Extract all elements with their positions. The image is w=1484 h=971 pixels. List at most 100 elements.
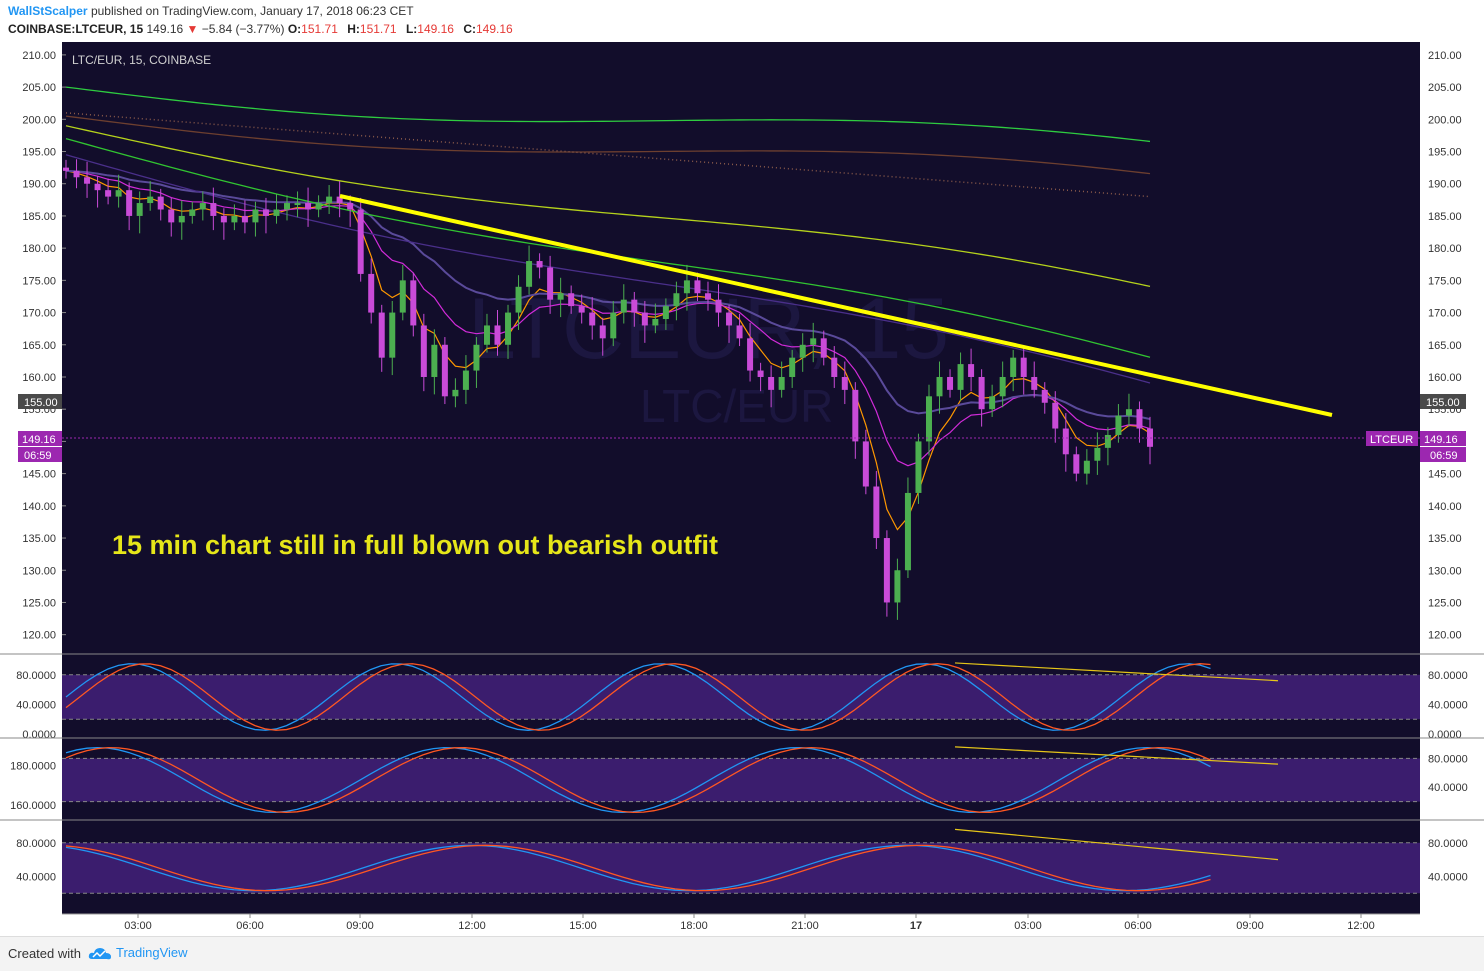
left-price-tick-label: 170.00	[22, 308, 56, 320]
right-price-tick-label: 125.00	[1428, 597, 1462, 609]
candlestick-series	[63, 159, 1153, 620]
oscillator-d-line	[65, 663, 1211, 731]
candle-body	[641, 312, 648, 326]
oscillator-left-tick: 80.0000	[16, 838, 56, 850]
left-price-tick-label: 160.00	[22, 372, 56, 384]
oscillator-left-tick: 180.0000	[10, 761, 56, 773]
right-countdown-label: 06:59	[1430, 450, 1458, 462]
candle-body	[883, 538, 890, 603]
candle-body	[252, 209, 259, 223]
candle-body	[294, 203, 301, 206]
candle-body	[199, 203, 206, 210]
candle-body	[925, 396, 932, 442]
right-price-tick-label: 170.00	[1428, 308, 1462, 320]
candle-body	[231, 215, 238, 223]
left-price-tick-label: 120.00	[22, 630, 56, 642]
candle-body	[136, 203, 143, 216]
candle-body	[747, 338, 754, 371]
high-value: 151.71	[359, 22, 397, 36]
candle-body	[399, 280, 406, 313]
oscillator-left-tick: 40.0000	[16, 871, 56, 883]
right-price-tick-label: 195.00	[1428, 147, 1462, 159]
right-price-tick-label: 190.00	[1428, 179, 1462, 191]
candle-body	[420, 325, 427, 377]
candle-body	[1031, 376, 1038, 390]
candle-body	[662, 306, 669, 320]
countdown-label: 06:59	[24, 450, 52, 462]
candle-body	[168, 209, 175, 223]
right-price-tick-label: 120.00	[1428, 630, 1462, 642]
right-symbol-label: LTCEUR	[1370, 434, 1413, 446]
right-price-tick-label: 210.00	[1428, 50, 1462, 62]
candle-body	[620, 299, 627, 313]
oscillator-right-tick: 80.0000	[1428, 670, 1468, 682]
left-price-tick-label: 130.00	[22, 565, 56, 577]
candle-body	[862, 441, 869, 487]
chart-canvas[interactable]: LTCEUR, 15 LTC/EUR LTC/EUR, 15, COINBASE…	[0, 42, 1484, 936]
high-label: H:	[347, 22, 360, 36]
candle-body	[810, 338, 817, 345]
candle-body	[1041, 389, 1048, 403]
candle-body	[441, 344, 448, 397]
candle-body	[841, 376, 848, 390]
left-price-tick-label: 145.00	[22, 469, 56, 481]
published-text: published on TradingView.com, January 17…	[90, 4, 414, 18]
watermark-pair: LTC/EUR	[640, 380, 833, 432]
left-axis-area	[0, 42, 62, 914]
symbol-name[interactable]: COINBASE:LTCEUR, 15	[8, 22, 144, 36]
candle-body	[536, 261, 543, 268]
oscillator-right-tick: 80.0000	[1428, 753, 1468, 765]
candle-body	[305, 203, 312, 210]
oscillator-panes[interactable]: 80.0000 40.0000 0.0000 80.0000 40.0000 0.0000…	[0, 653, 1484, 894]
time-tick-label: 06:00	[236, 920, 264, 932]
divergence-line	[954, 828, 1279, 861]
right-price-tick-label: 130.00	[1428, 565, 1462, 577]
candle-body	[768, 376, 775, 390]
candle-body	[210, 203, 217, 216]
tradingview-brand[interactable]: TradingView	[88, 945, 188, 961]
price-axis-right: 210.00 205.00 200.00 195.00 190.00 185.00 180.…	[1428, 50, 1462, 642]
price-pane[interactable]: LTCEUR, 15 LTC/EUR LTC/EUR, 15, COINBASE…	[62, 53, 1420, 620]
long-ma-line	[65, 115, 1151, 175]
right-highlight-label: 155.00	[1426, 397, 1460, 409]
candle-body	[1136, 409, 1143, 429]
candle-body	[978, 376, 985, 410]
time-tick-label: 17	[910, 920, 922, 932]
candle-body	[1104, 434, 1111, 448]
candle-body	[526, 261, 533, 287]
divergence-line	[954, 746, 1279, 765]
oscillator-right-tick: 0.0000	[1428, 729, 1462, 741]
candle-body	[284, 203, 291, 210]
candle-body	[694, 280, 701, 294]
oscillator-right-tick: 80.0000	[1428, 838, 1468, 850]
candle-body	[957, 364, 964, 390]
bearish-trendline[interactable]	[339, 194, 1333, 417]
triangle-down-icon: ▼	[186, 22, 199, 36]
time-tick-label: 12:00	[1347, 920, 1375, 932]
annotation-text[interactable]: 15 min chart still in full blown out bea…	[112, 530, 718, 560]
candle-body	[968, 364, 975, 377]
candle-body	[273, 209, 280, 216]
candle-body	[715, 299, 722, 313]
author-link[interactable]: WallStScalper	[8, 4, 88, 18]
right-countdown-tag	[1420, 447, 1466, 462]
time-tick-label: 09:00	[346, 920, 374, 932]
candle-body	[241, 215, 248, 223]
right-price-tick-label: 175.00	[1428, 275, 1462, 287]
candle-body	[84, 177, 91, 184]
left-price-tick-label: 185.00	[22, 211, 56, 223]
right-price-tick-label: 165.00	[1428, 340, 1462, 352]
candle-body	[1010, 357, 1017, 377]
candle-body	[452, 389, 459, 397]
oscillator-band	[62, 758, 1420, 802]
close-label: C:	[463, 22, 476, 36]
oscillator-right-tick: 40.0000	[1428, 871, 1468, 883]
candle-body	[315, 203, 322, 210]
candle-body	[336, 196, 343, 204]
candle-body	[357, 209, 364, 274]
candle-body	[462, 370, 469, 390]
candle-body	[673, 293, 680, 307]
right-price-tick-label: 160.00	[1428, 372, 1462, 384]
oscillator-right-tick: 40.0000	[1428, 782, 1468, 794]
candle-body	[378, 312, 385, 358]
